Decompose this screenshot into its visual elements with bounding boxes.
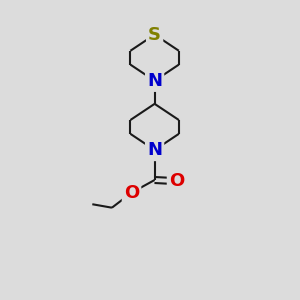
Text: N: N	[147, 72, 162, 90]
Text: S: S	[148, 26, 161, 44]
Text: O: O	[169, 172, 184, 190]
Text: N: N	[147, 141, 162, 159]
Text: O: O	[124, 184, 139, 202]
